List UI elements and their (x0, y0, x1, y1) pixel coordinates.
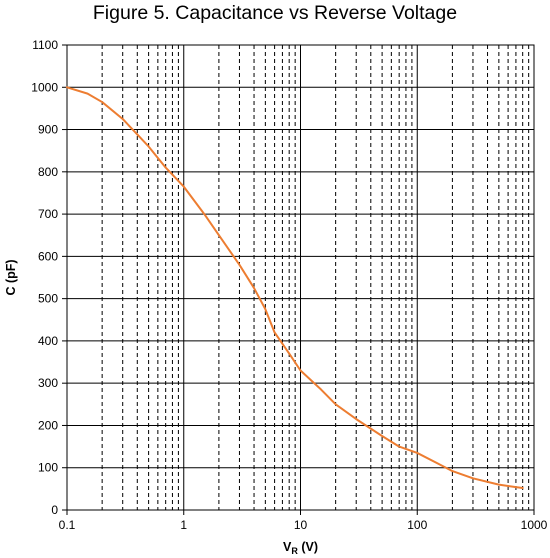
y-tick-label: 0 (51, 503, 58, 517)
y-tick-label: 400 (38, 334, 58, 348)
y-tick-label: 900 (38, 123, 58, 137)
y-tick-label: 1000 (31, 80, 58, 94)
y-tick-label: 600 (38, 249, 58, 263)
y-tick-label: 700 (38, 207, 58, 221)
x-tick-label: 1 (180, 518, 187, 532)
y-tick-label: 100 (38, 461, 58, 475)
x-tick-label: 100 (407, 518, 427, 532)
x-tick-label: 0.1 (59, 518, 76, 532)
y-tick-label: 800 (38, 165, 58, 179)
y-axis-label: C (pF) (4, 259, 18, 295)
y-tick-label: 500 (38, 292, 58, 306)
y-tick-label: 200 (38, 418, 58, 432)
y-tick-label: 1100 (32, 38, 58, 52)
x-tick-label: 1000 (521, 518, 548, 532)
x-tick-label: 10 (294, 518, 308, 532)
capacitance-curve (66, 86, 524, 490)
x-axis-label: VR (V) (283, 540, 318, 556)
y-tick-label: 300 (38, 376, 58, 390)
chart-title: Figure 5. Capacitance vs Reverse Voltage (92, 2, 458, 24)
